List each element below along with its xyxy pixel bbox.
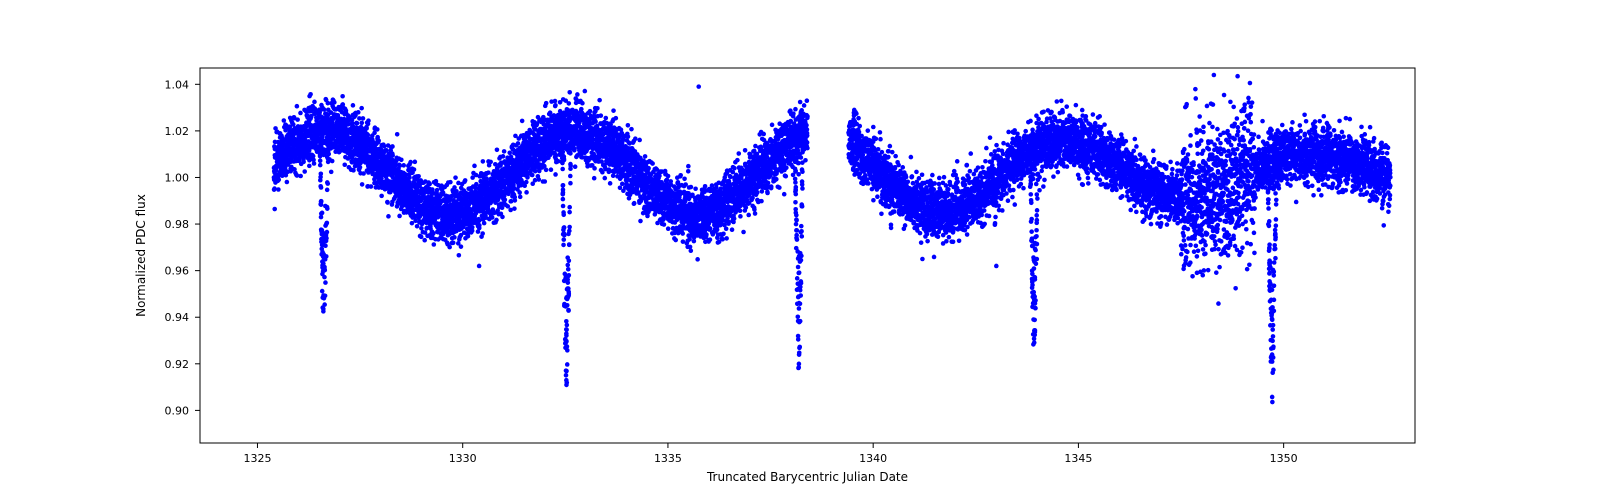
lightcurve-chart: 1325 1330 1335 1340 1345 1350 0.90 0.92 0.94 0.96… — [0, 0, 1600, 500]
svg-text:1345: 1345 — [1064, 452, 1092, 465]
svg-text:0.94: 0.94 — [165, 311, 190, 324]
svg-text:1335: 1335 — [654, 452, 682, 465]
svg-text:1.04: 1.04 — [165, 78, 190, 91]
svg-text:0.90: 0.90 — [165, 404, 190, 417]
svg-text:1.02: 1.02 — [165, 125, 190, 138]
svg-text:Normalized PDC flux: Normalized PDC flux — [134, 194, 148, 317]
svg-text:0.96: 0.96 — [165, 265, 190, 278]
svg-text:1350: 1350 — [1270, 452, 1298, 465]
svg-text:0.98: 0.98 — [165, 218, 190, 231]
chart-svg: 1325 1330 1335 1340 1345 1350 0.90 0.92 0.94 0.96… — [0, 0, 1600, 500]
svg-text:1.00: 1.00 — [165, 171, 190, 184]
svg-text:0.92: 0.92 — [165, 358, 190, 371]
svg-text:1340: 1340 — [859, 452, 887, 465]
svg-text:1325: 1325 — [243, 452, 271, 465]
svg-text:Truncated Barycentric Julian D: Truncated Barycentric Julian Date — [706, 470, 908, 484]
svg-text:1330: 1330 — [449, 452, 477, 465]
